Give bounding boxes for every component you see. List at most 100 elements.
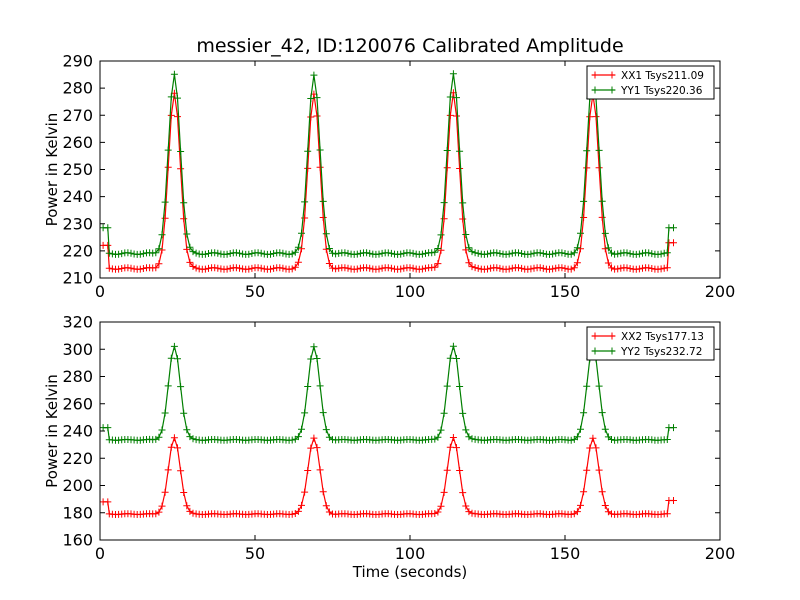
- data-point: [180, 199, 188, 207]
- data-point: [186, 507, 194, 515]
- legend-box: [586, 65, 715, 100]
- data-point: [291, 248, 299, 256]
- data-point: [186, 258, 194, 266]
- data-point: [291, 263, 299, 271]
- data-point: [298, 425, 305, 433]
- data-point: [505, 250, 513, 258]
- x-axis-label: Time (seconds): [352, 563, 468, 581]
- data-point: [465, 244, 473, 252]
- data-point: [462, 502, 470, 510]
- data-point: [577, 425, 584, 433]
- data-point: [484, 265, 491, 273]
- data-point: [322, 230, 330, 238]
- legend: XX2 Tsys177.13 YY2 Tsys232.72: [586, 326, 715, 361]
- x-tick-label: 150: [550, 544, 581, 563]
- data-point: [468, 248, 476, 256]
- data-point: [657, 250, 665, 258]
- y-tick-label: 240: [62, 187, 93, 206]
- data-point: [459, 489, 467, 497]
- data-point: [601, 425, 609, 433]
- data-point: [248, 264, 256, 272]
- data-point: [139, 265, 147, 272]
- x-tick-label: 200: [705, 544, 736, 563]
- data-point: [310, 434, 318, 442]
- y-tick-label: 280: [62, 367, 93, 386]
- data-point: [614, 265, 622, 273]
- data-point: [104, 241, 112, 249]
- data-point: [456, 165, 464, 172]
- data-point: [586, 444, 594, 452]
- data-point: [456, 467, 464, 474]
- legend-marker: [608, 332, 616, 340]
- data-point: [459, 199, 467, 207]
- legend-entry: YY1 Tsys220.36: [620, 85, 703, 97]
- data-point: [549, 250, 557, 258]
- data-point: [115, 265, 123, 273]
- data-point: [319, 197, 327, 205]
- data-point: [505, 265, 513, 273]
- data-point: [580, 214, 588, 221]
- data-point: [344, 249, 352, 257]
- data-point: [118, 265, 126, 272]
- data-point: [449, 434, 457, 441]
- data-point: [397, 265, 405, 273]
- data-point: [515, 249, 522, 257]
- data-point: [577, 501, 584, 509]
- data-point: [294, 243, 302, 251]
- data-point: [558, 249, 566, 257]
- data-point: [570, 249, 578, 257]
- data-point: [604, 259, 612, 267]
- data-point: [155, 260, 163, 268]
- data-point: [170, 434, 178, 442]
- data-point: [623, 249, 631, 257]
- data-point: [608, 264, 615, 272]
- y-tick-label: 290: [62, 52, 93, 71]
- data-point: [205, 264, 212, 272]
- data-point: [158, 426, 166, 434]
- data-point: [418, 250, 426, 258]
- data-point: [586, 113, 594, 121]
- data-point: [174, 444, 181, 452]
- data-point: [443, 147, 451, 154]
- x-tick-label: 150: [550, 282, 581, 301]
- series-line-1-0: [103, 435, 674, 516]
- data-point: [189, 435, 197, 443]
- data-point: [449, 342, 457, 350]
- data-point: [316, 163, 324, 171]
- data-point: [177, 148, 185, 155]
- data-point: [226, 264, 234, 272]
- data-point: [440, 199, 448, 207]
- data-point: [580, 197, 588, 205]
- data-point: [279, 249, 287, 257]
- data-point: [539, 250, 547, 257]
- y-tick-label: 260: [62, 394, 93, 413]
- data-point: [298, 229, 305, 237]
- data-point: [201, 250, 209, 258]
- data-point: [307, 355, 315, 363]
- data-point: [270, 250, 278, 257]
- data-point: [527, 250, 535, 258]
- data-point: [446, 443, 454, 451]
- data-point: [434, 245, 442, 252]
- data-point: [453, 355, 460, 362]
- x-tick-label: 100: [395, 282, 426, 301]
- data-point: [434, 260, 442, 268]
- data-point: [595, 146, 603, 154]
- data-point: [307, 444, 315, 452]
- legend-entry: XX1 Tsys211.09: [621, 70, 704, 82]
- data-point: [465, 259, 473, 267]
- data-point: [493, 264, 501, 272]
- x-tick-label: 200: [705, 282, 736, 301]
- data-point: [294, 507, 302, 515]
- y-axis-label: Power in Kelvin: [43, 374, 61, 488]
- data-point: [440, 488, 448, 496]
- data-point: [155, 245, 163, 253]
- data-point: [515, 264, 522, 272]
- series-markers-1-1: [99, 342, 677, 444]
- y-tick-label: 320: [62, 313, 93, 332]
- legend: XX1 Tsys211.09 YY1 Tsys220.36: [586, 65, 715, 100]
- data-point: [422, 249, 429, 257]
- data-point: [183, 230, 191, 238]
- data-point: [288, 250, 296, 258]
- data-point: [298, 501, 305, 509]
